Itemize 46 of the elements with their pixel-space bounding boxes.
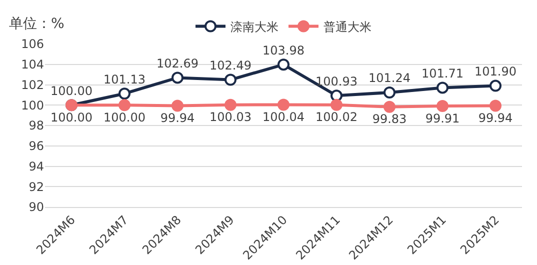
data-label: 99.83 <box>372 112 407 126</box>
point <box>330 98 342 111</box>
y-tick-label: 94 <box>28 159 44 174</box>
data-label: 99.94 <box>160 110 195 125</box>
data-label: 100.00 <box>50 110 92 124</box>
legend-label: 普通大米 <box>324 20 372 34</box>
point <box>172 72 184 84</box>
data-label: 102.69 <box>156 56 198 70</box>
data-label: 101.71 <box>422 66 464 80</box>
data-label: 99.91 <box>425 111 460 126</box>
point <box>384 100 396 113</box>
y-tick-label: 106 <box>21 37 44 52</box>
data-label: 101.13 <box>104 72 146 86</box>
data-label: 101.90 <box>474 64 516 79</box>
data-label: 100.03 <box>210 110 252 124</box>
y-tick-label: 90 <box>28 200 44 214</box>
point <box>436 100 448 112</box>
point <box>278 58 290 71</box>
legend-label: 滦南大米 <box>230 20 278 34</box>
point <box>330 90 342 102</box>
point <box>278 98 290 111</box>
point <box>224 98 236 111</box>
data-label: 100.93 <box>316 74 358 88</box>
data-label: 101.24 <box>368 71 410 86</box>
y-tick-label: 98 <box>28 118 44 133</box>
data-label: 100.02 <box>316 110 358 124</box>
data-label: 100.00 <box>104 110 146 124</box>
data-label: 99.94 <box>478 110 513 125</box>
point <box>436 82 448 94</box>
point <box>490 80 502 92</box>
y-tick-label: 92 <box>28 180 44 194</box>
y-tick-label: 102 <box>21 78 44 92</box>
point <box>118 88 130 100</box>
data-label: 102.49 <box>210 58 252 73</box>
point <box>384 86 396 98</box>
point <box>118 99 130 112</box>
y-tick-label: 100 <box>21 98 44 112</box>
data-label: 100.00 <box>50 84 92 98</box>
point <box>172 100 184 112</box>
y-tick-label: 104 <box>21 58 44 72</box>
data-label: 103.98 <box>262 43 304 58</box>
point <box>224 74 236 86</box>
point <box>490 100 502 112</box>
data-label: 100.04 <box>262 110 304 124</box>
y-axis-title: 单位：% <box>9 16 64 32</box>
y-tick-label: 96 <box>28 139 44 154</box>
